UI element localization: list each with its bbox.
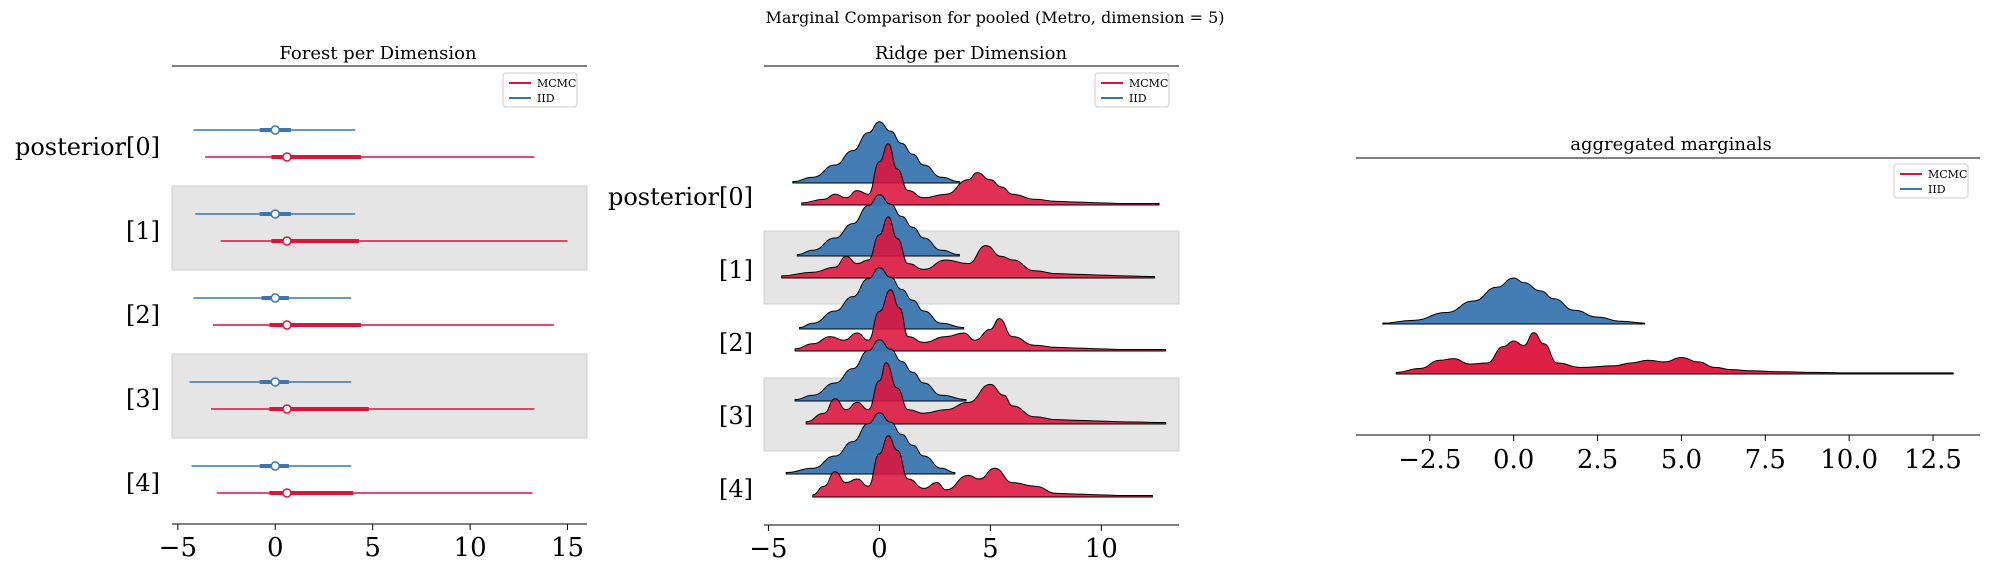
ridge-x-tick-label: 0 [871,534,888,564]
ridge-x-tick-label: 10 [1085,534,1118,564]
forest-median-marker [282,404,292,414]
forest-row-band [171,353,588,439]
ridge-panel: Ridge per Dimension posterior[0] [1] [2] [3… [608,43,1180,564]
aggregated-title: aggregated marginals [1570,134,1771,155]
ridge-mcmc-density [805,362,1167,425]
ridge-mcmc-density [781,216,1156,279]
forest-legend-mcmc-label: MCMC [537,77,576,90]
forest-median-marker [270,209,281,219]
ridge-iid-density [796,194,960,257]
forest-median-marker [270,125,281,135]
ridge-row-label: [2] [719,329,753,357]
forest-panel: Forest per Dimension posterior[0] [1] [2] [… [15,43,588,563]
forest-title: Forest per Dimension [279,43,477,64]
ridge-mcmc-density [812,435,1153,498]
ridge-title: Ridge per Dimension [875,43,1068,64]
aggregated-x-tick-label: 5.0 [1661,445,1702,475]
aggregated-x-tick-label: 0.0 [1493,445,1534,475]
ridge-mcmc-density [794,289,1167,352]
figure-suptitle: Marginal Comparison for pooled (Metro, d… [765,8,1224,27]
aggregated-x-tick-label: 10.0 [1820,445,1878,475]
forest-x-tick-label: 0 [267,533,284,563]
forest-median-marker [282,236,292,246]
ridge-iid-density [799,267,965,330]
aggregated-x-tick-label: 12.5 [1904,445,1962,475]
aggregated-mcmc-density [1395,332,1954,375]
forest-row-label: [1] [126,217,160,245]
forest-x-tick-label: 15 [551,533,584,563]
aggregated-panel: aggregated marginals −2.5 0.0 2.5 5.0 7.5 10.… [1356,134,1980,475]
ridge-iid-density [785,412,956,475]
ridge-x-tick-label: −5 [749,534,787,564]
ridge-mcmc-density [801,143,1160,206]
aggregated-legend-iid-label: IID [1928,183,1946,196]
ridge-row-label: [4] [719,475,753,503]
forest-row-band [171,185,588,271]
ridge-iid-density [794,339,967,402]
forest-x-tick-label: 5 [364,533,381,563]
aggregated-x-tick-label: 2.5 [1577,445,1618,475]
aggregated-iid-density [1382,277,1646,325]
ridge-iid-density [792,121,960,184]
ridge-x-tick-label: 5 [982,534,999,564]
ridge-legend-mcmc-label: MCMC [1129,77,1168,90]
aggregated-x-tick-label: 7.5 [1745,445,1786,475]
forest-median-marker [270,461,281,471]
forest-row-label: posterior[0] [15,133,160,161]
ridge-row-label: [1] [719,256,753,284]
forest-median-marker [282,320,292,330]
forest-row-label: [3] [126,385,160,413]
forest-median-marker [270,293,281,303]
forest-x-tick-label: −5 [159,533,197,563]
ridge-row-label: [3] [719,402,753,430]
forest-x-tick-label: 10 [454,533,487,563]
aggregated-x-tick-label: −2.5 [1398,445,1461,475]
ridge-legend-iid-label: IID [1129,92,1147,105]
forest-row-label: [2] [126,301,160,329]
forest-row-label: [4] [126,469,160,497]
forest-median-marker [282,152,292,162]
ridge-row-label: posterior[0] [608,183,753,211]
forest-median-marker [282,488,292,498]
forest-median-marker [270,377,281,387]
forest-legend-iid-label: IID [537,92,555,105]
aggregated-legend-mcmc-label: MCMC [1928,168,1967,181]
